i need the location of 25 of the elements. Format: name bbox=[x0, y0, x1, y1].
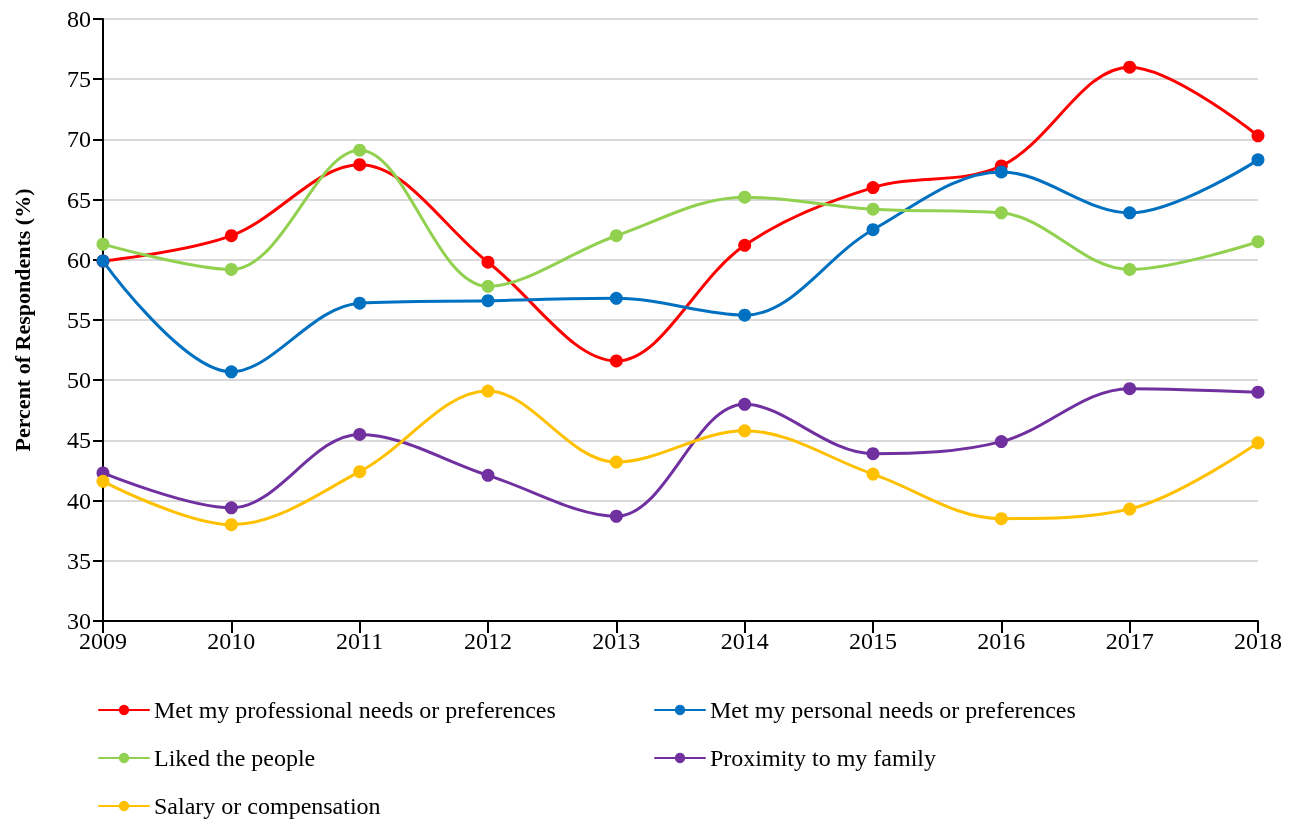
x-tick-label: 2018 bbox=[1234, 628, 1282, 654]
legend-label: Met my professional needs or preferences bbox=[154, 697, 556, 723]
x-tick-label: 2013 bbox=[592, 628, 641, 654]
y-tick-label: 55 bbox=[67, 307, 91, 333]
x-tick-label: 2016 bbox=[977, 628, 1026, 654]
y-tick-label: 40 bbox=[67, 487, 91, 514]
y-tick-label: 75 bbox=[67, 66, 91, 93]
x-tick-label: 2017 bbox=[1105, 628, 1154, 654]
x-tick-label: 2012 bbox=[464, 628, 512, 654]
y-tick-label: 45 bbox=[67, 427, 91, 454]
y-axis-title: Percent of Respondents (%) bbox=[9, 188, 35, 452]
x-tick-label: 2011 bbox=[336, 628, 384, 654]
x-tick-label: 2014 bbox=[720, 628, 769, 654]
y-tick-label: 70 bbox=[67, 126, 91, 153]
x-tick-label: 2015 bbox=[849, 628, 897, 654]
y-tick-label: 35 bbox=[67, 547, 91, 574]
y-tick-label: 80 bbox=[67, 6, 91, 32]
legend-label: Met my personal needs or preferences bbox=[710, 697, 1076, 723]
legend-label: Salary or compensation bbox=[154, 793, 381, 819]
legend-label: Proximity to my family bbox=[710, 745, 936, 771]
x-tick-label: 2010 bbox=[207, 628, 256, 654]
y-tick-label: 65 bbox=[67, 186, 91, 213]
y-tick-label: 60 bbox=[67, 246, 91, 273]
y-tick-label: 50 bbox=[67, 367, 91, 394]
legend-label: Liked the people bbox=[154, 745, 316, 771]
